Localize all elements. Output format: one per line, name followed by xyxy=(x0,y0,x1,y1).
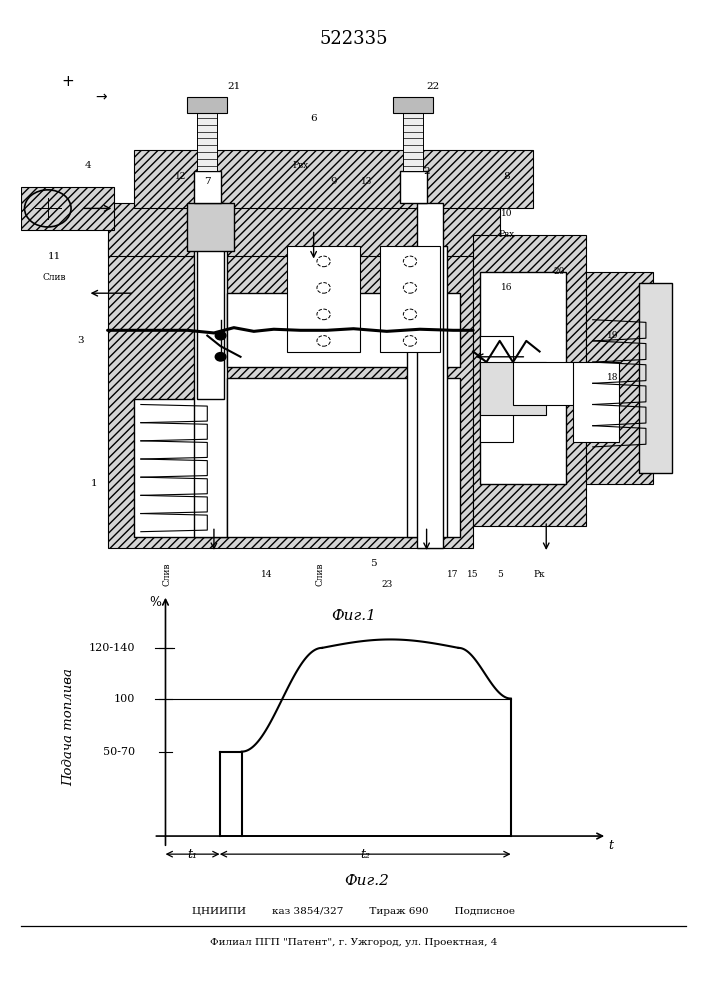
Text: Рвх: Рвх xyxy=(292,161,308,170)
Text: +: + xyxy=(62,74,74,89)
Text: Подача топлива: Подача топлива xyxy=(63,669,76,786)
Text: 15: 15 xyxy=(467,570,479,579)
Text: 100: 100 xyxy=(114,694,135,704)
Text: 16: 16 xyxy=(501,283,512,292)
Bar xyxy=(227,378,460,537)
Text: 7: 7 xyxy=(204,177,211,186)
Text: t₁: t₁ xyxy=(187,848,197,861)
Text: 10: 10 xyxy=(501,209,512,218)
Text: 11: 11 xyxy=(48,252,61,261)
Text: Слив: Слив xyxy=(42,273,66,282)
Text: 18: 18 xyxy=(607,373,619,382)
Text: 8: 8 xyxy=(503,172,510,181)
Bar xyxy=(393,97,433,113)
Text: 21: 21 xyxy=(227,82,240,91)
Bar xyxy=(380,245,440,352)
Bar xyxy=(134,399,227,537)
Bar xyxy=(194,171,221,203)
Bar xyxy=(187,97,227,113)
Text: 1: 1 xyxy=(91,480,98,488)
Text: Рк: Рк xyxy=(534,570,545,579)
Bar xyxy=(187,203,234,251)
Text: Слив: Слив xyxy=(163,562,172,586)
Text: 120-140: 120-140 xyxy=(89,643,135,653)
Bar xyxy=(134,150,533,208)
Bar xyxy=(107,240,473,548)
Text: 50-70: 50-70 xyxy=(103,747,135,757)
Bar xyxy=(107,203,500,256)
Bar xyxy=(513,362,580,404)
Text: 13: 13 xyxy=(361,177,373,186)
Bar xyxy=(407,245,447,537)
Circle shape xyxy=(215,331,226,340)
Text: 19: 19 xyxy=(607,331,619,340)
Text: 2: 2 xyxy=(423,167,430,176)
Text: 4: 4 xyxy=(84,161,91,170)
Text: Фиг.1: Фиг.1 xyxy=(331,609,376,624)
Text: ЦНИИПИ        каз 3854/327        Тираж 690        Подписное: ЦНИИПИ каз 3854/327 Тираж 690 Подписное xyxy=(192,908,515,916)
Text: Филиал ПГП "Патент", г. Ужгород, ул. Проектная, 4: Филиал ПГП "Патент", г. Ужгород, ул. Про… xyxy=(210,938,497,947)
Circle shape xyxy=(215,353,226,361)
Text: %: % xyxy=(149,596,161,609)
Text: 23: 23 xyxy=(381,580,392,589)
Text: t: t xyxy=(609,839,614,852)
Text: 5: 5 xyxy=(370,559,377,568)
Bar xyxy=(197,108,217,171)
Text: 6: 6 xyxy=(310,114,317,123)
Text: Слив: Слив xyxy=(316,562,325,586)
Bar xyxy=(403,108,423,171)
Bar xyxy=(480,272,566,484)
Text: 14: 14 xyxy=(262,570,273,579)
Bar xyxy=(473,235,586,526)
Text: 20: 20 xyxy=(554,267,565,276)
Text: 5: 5 xyxy=(497,570,503,579)
Bar xyxy=(573,362,619,442)
Text: t₂: t₂ xyxy=(360,848,370,861)
Bar xyxy=(416,203,443,548)
Text: 522335: 522335 xyxy=(320,29,387,47)
Bar xyxy=(480,336,513,442)
Bar xyxy=(480,362,547,415)
Text: 17: 17 xyxy=(448,570,459,579)
Text: Рвх: Рвх xyxy=(498,230,515,239)
Text: 9: 9 xyxy=(330,177,337,186)
Bar xyxy=(197,203,224,399)
Bar xyxy=(21,187,115,230)
Bar xyxy=(287,245,360,352)
Bar xyxy=(227,293,460,367)
Text: 12: 12 xyxy=(175,172,187,181)
Text: Фиг.2: Фиг.2 xyxy=(344,874,389,888)
Text: 22: 22 xyxy=(426,82,440,91)
Text: →: → xyxy=(95,90,107,104)
Bar xyxy=(586,272,653,484)
Bar xyxy=(639,283,672,473)
Bar xyxy=(400,171,426,203)
Text: 3: 3 xyxy=(78,336,84,345)
Bar xyxy=(194,245,227,537)
